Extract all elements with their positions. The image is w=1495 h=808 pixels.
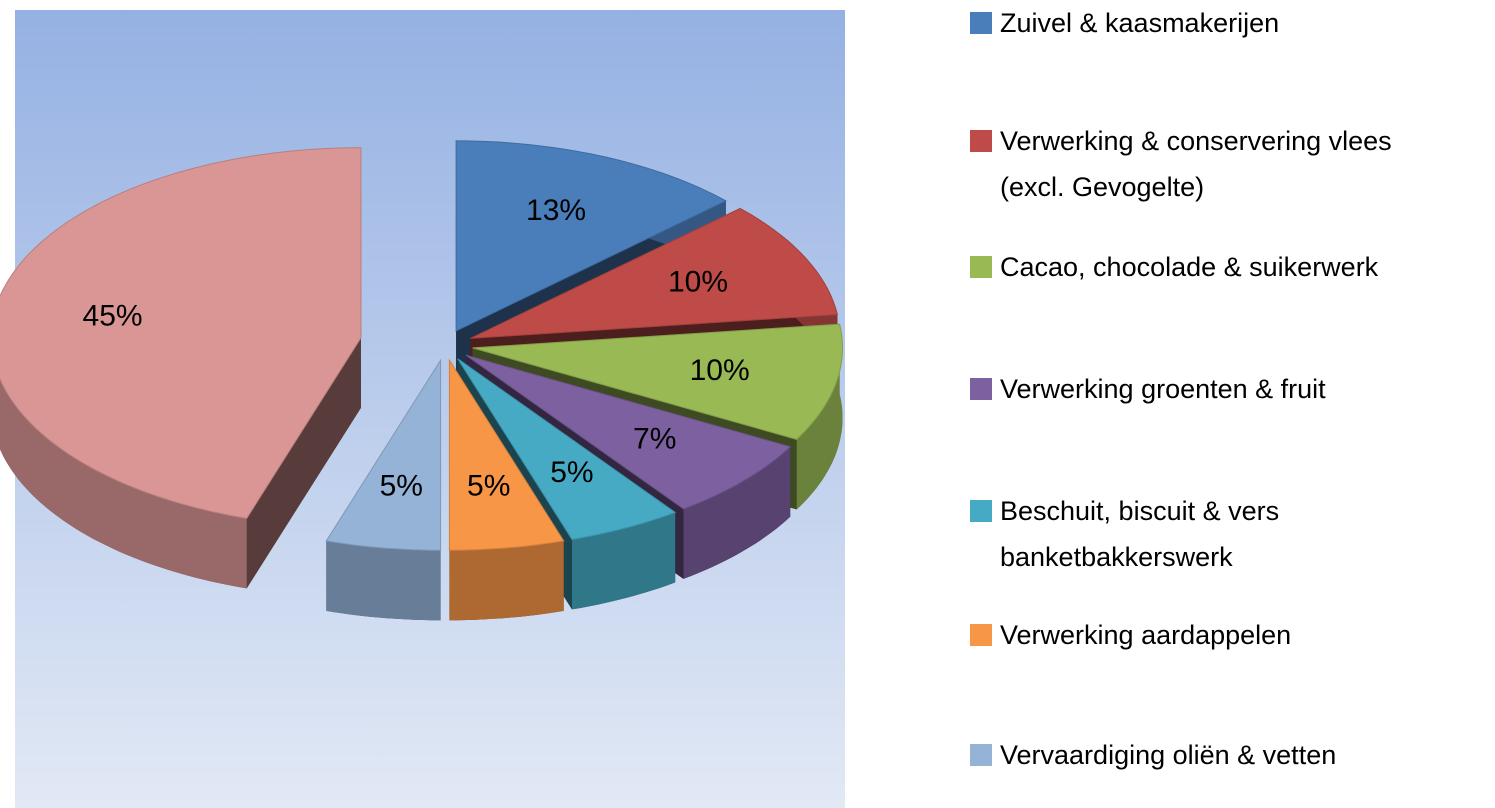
data-label: 10% bbox=[690, 354, 750, 387]
slice bbox=[448, 358, 565, 551]
data-label: 5% bbox=[550, 456, 593, 489]
legend-label: Verwerking groenten & fruit bbox=[1000, 374, 1326, 404]
slice-side bbox=[246, 337, 361, 589]
legend-swatch bbox=[970, 256, 992, 278]
slice bbox=[470, 207, 839, 339]
legend-swatch bbox=[970, 378, 992, 400]
slice bbox=[325, 358, 442, 551]
pie: 13% 10% 45% 10% 7% 5% 5% 5% bbox=[0, 140, 844, 621]
data-label: 45% bbox=[83, 299, 143, 332]
legend-label: Verwerking & conservering vlees (excl. G… bbox=[1000, 126, 1392, 202]
legend-item: Zuivel & kaasmakerijen bbox=[970, 0, 1430, 46]
legend: Zuivel & kaasmakerijen Verwerking & conse… bbox=[970, 0, 1490, 808]
slice bbox=[457, 358, 677, 540]
data-label: 13% bbox=[526, 194, 586, 227]
slice-wall bbox=[572, 512, 676, 610]
legend-item: Verwerking groenten & fruit bbox=[970, 366, 1430, 412]
slice bbox=[465, 354, 792, 510]
legend-label: Verwerking aardappelen bbox=[1000, 620, 1292, 650]
legend-swatch bbox=[970, 624, 992, 646]
legend-item: Cacao, chocolade & suikerwerk bbox=[970, 244, 1430, 290]
legend-item: Verwerking & conservering vlees (excl. G… bbox=[970, 118, 1430, 210]
slice-group: 45% bbox=[0, 147, 362, 589]
slice bbox=[472, 323, 844, 440]
data-label: 5% bbox=[380, 470, 423, 503]
legend-item: Beschuit, biscuit & vers banketbakkerswe… bbox=[970, 488, 1430, 580]
legend-label: Beschuit, biscuit & vers banketbakkerswe… bbox=[1000, 496, 1280, 572]
slice-wall bbox=[449, 540, 564, 621]
legend-label: Cacao, chocolade & suikerwerk bbox=[1000, 252, 1379, 282]
data-label: 5% bbox=[467, 470, 510, 503]
legend-swatch bbox=[970, 744, 992, 766]
slice-group: 5% bbox=[325, 358, 442, 621]
legend-item: Vervaardiging oliën & vetten bbox=[970, 732, 1430, 778]
data-label: 10% bbox=[668, 265, 728, 298]
slice-group: 5% bbox=[448, 358, 565, 621]
slice bbox=[0, 147, 362, 519]
legend-label: Zuivel & kaasmakerijen bbox=[1000, 8, 1280, 38]
legend-label: Vervaardiging oliën & vetten bbox=[1000, 740, 1337, 770]
slice-wall bbox=[796, 324, 843, 510]
chart: 13% 10% 45% 10% 7% 5% 5% 5% bbox=[0, 10, 845, 808]
data-label: 7% bbox=[633, 423, 676, 456]
legend-swatch bbox=[970, 500, 992, 522]
legend-swatch bbox=[970, 12, 992, 34]
slice bbox=[455, 140, 727, 332]
slice-wall bbox=[683, 446, 791, 579]
legend-swatch bbox=[970, 130, 992, 152]
legend-item: Verwerking aardappelen bbox=[970, 612, 1430, 658]
slice-wall bbox=[326, 540, 441, 621]
